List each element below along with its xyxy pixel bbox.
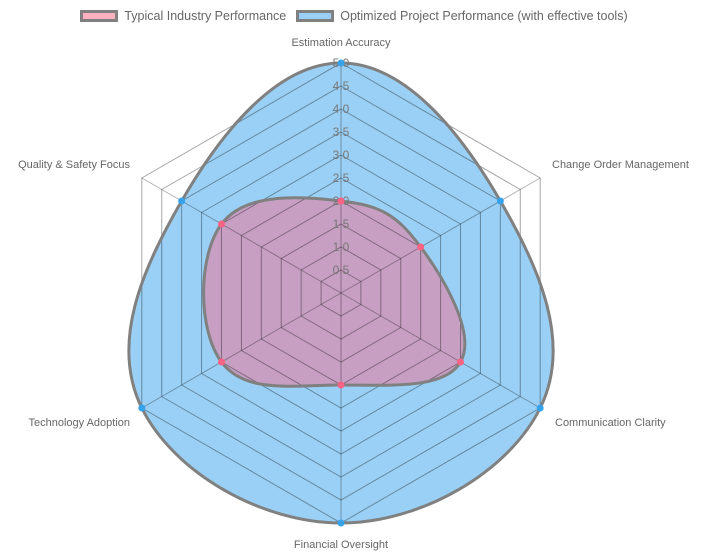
tick-label: 1.5 (333, 217, 350, 231)
data-point-0 (337, 381, 345, 389)
data-point-1 (536, 404, 544, 412)
grid-ring (300, 246, 382, 340)
legend: Typical Industry Performance Optimized P… (0, 9, 708, 23)
tick-label: 1.0 (333, 240, 350, 254)
legend-item-optimized[interactable]: Optimized Project Performance (with effe… (296, 9, 628, 23)
data-point-1 (178, 197, 186, 205)
series-area-1 (128, 63, 554, 523)
angle-line (141, 177, 342, 294)
grid-ring (201, 131, 481, 455)
tick-label: 3.0 (333, 148, 350, 162)
tick-label: 3.5 (333, 125, 350, 139)
angle-line (141, 292, 342, 409)
grid-ring (161, 85, 521, 501)
data-point-0 (457, 358, 465, 366)
category-label: Quality & Safety Focus (18, 159, 130, 171)
tick-label: 0.5 (333, 263, 350, 277)
category-label: Change Order Management (552, 159, 689, 171)
tick-label: 2.5 (333, 171, 350, 185)
category-label: Estimation Accuracy (291, 37, 391, 49)
category-label: Financial Oversight (294, 539, 388, 551)
tick-label: 4.0 (333, 102, 350, 116)
data-point-0 (337, 197, 345, 205)
data-point-1 (496, 197, 504, 205)
legend-label-optimized: Optimized Project Performance (with effe… (340, 9, 628, 23)
tick-label: 4.5 (333, 79, 350, 93)
grid-ring (280, 223, 402, 363)
legend-item-typical[interactable]: Typical Industry Performance (80, 9, 286, 23)
data-point-0 (217, 358, 225, 366)
category-label: Technology Adoption (28, 417, 130, 429)
grid-ring (320, 269, 362, 317)
legend-label-typical: Typical Industry Performance (124, 9, 287, 23)
data-point-1 (337, 519, 345, 527)
angle-line (340, 292, 541, 409)
angle-line (340, 177, 541, 294)
category-label: Communication Clarity (555, 417, 666, 429)
data-point-0 (217, 220, 225, 228)
legend-swatch-optimized (296, 10, 335, 22)
data-point-1 (138, 404, 146, 412)
grid-ring (240, 177, 442, 409)
data-point-1 (337, 59, 345, 67)
series-area-0 (203, 197, 465, 387)
legend-swatch-typical (80, 10, 119, 22)
data-point-0 (417, 243, 425, 251)
